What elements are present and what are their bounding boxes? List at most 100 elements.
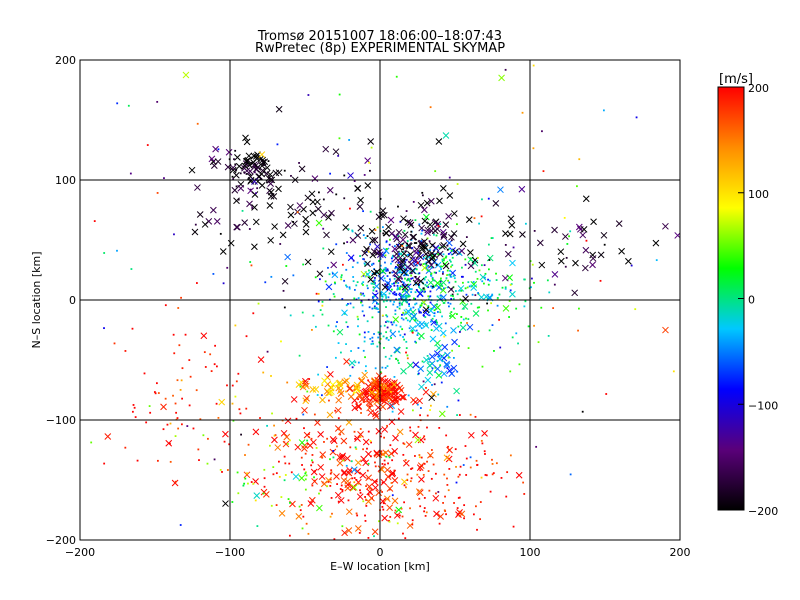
scatter-dot	[418, 223, 421, 226]
scatter-dot	[391, 494, 394, 497]
scatter-dot	[353, 297, 356, 300]
scatter-dot	[448, 259, 451, 262]
scatter-cross	[416, 397, 423, 405]
scatter-dot	[476, 464, 478, 466]
scatter-cross	[245, 152, 253, 160]
scatter-cross	[391, 497, 399, 505]
scatter-dot	[103, 252, 106, 254]
scatter-dot	[391, 271, 394, 274]
scatter-cross	[354, 468, 361, 475]
scatter-dot	[398, 271, 400, 274]
scatter-dot	[173, 352, 176, 355]
scatter-cross	[327, 370, 334, 378]
scatter-dot	[361, 310, 364, 313]
scatter-dot	[163, 177, 165, 180]
scatter-dot	[310, 464, 313, 467]
scatter-dot	[273, 424, 275, 427]
scatter-dot	[280, 340, 282, 343]
scatter-dot	[331, 272, 334, 275]
scatter-dot	[473, 217, 476, 220]
scatter-dot	[426, 257, 429, 260]
scatter-dot	[124, 350, 127, 352]
scatter-dot	[332, 450, 335, 452]
scatter-dot	[411, 247, 414, 249]
scatter-dot	[383, 277, 386, 280]
scatter-dot	[266, 350, 269, 353]
scatter-dot	[447, 301, 450, 304]
scatter-dot	[532, 64, 535, 67]
scatter-dot	[634, 308, 637, 311]
scatter-cross	[416, 290, 424, 298]
scatter-cross	[417, 277, 425, 285]
scatter-dot	[387, 498, 390, 501]
scatter-cross	[448, 233, 455, 241]
scatter-dot	[145, 421, 148, 424]
scatter-dot	[428, 256, 431, 259]
scatter-dot	[179, 388, 182, 391]
scatter-dot	[357, 318, 360, 321]
scatter-dot	[377, 336, 380, 339]
scatter-dot	[374, 229, 377, 231]
scatter-cross	[308, 496, 316, 504]
scatter-dot	[402, 296, 405, 298]
scatter-dot	[399, 220, 402, 223]
scatter-cross	[472, 310, 480, 317]
scatter-cross	[509, 259, 516, 267]
scatter-cross	[579, 231, 587, 239]
scatter-dot	[242, 484, 245, 487]
scatter-dot	[420, 232, 423, 235]
scatter-dot	[251, 207, 254, 209]
scatter-dot	[377, 308, 379, 311]
scatter-dot	[360, 300, 363, 303]
scatter-dot	[313, 413, 316, 416]
scatter-dot	[369, 243, 371, 246]
scatter-dot	[396, 284, 399, 287]
scatter-dot	[169, 422, 172, 425]
scatter-dot	[427, 305, 430, 307]
scatter-cross	[359, 471, 367, 479]
scatter-dot	[400, 297, 403, 300]
scatter-dot	[180, 296, 182, 299]
scatter-cross	[304, 258, 312, 266]
scatter-dot	[407, 277, 410, 280]
scatter-dot	[414, 291, 417, 294]
scatter-dot	[372, 289, 375, 292]
scatter-dot	[415, 341, 417, 344]
scatter-dot	[326, 437, 329, 440]
scatter-dot	[437, 355, 440, 358]
scatter-dot	[406, 254, 409, 257]
scatter-cross	[235, 162, 243, 170]
scatter-dot	[295, 417, 298, 420]
scatter-dot	[581, 410, 584, 413]
scatter-dot	[447, 279, 449, 282]
scatter-dot	[345, 464, 348, 467]
scatter-dot	[302, 515, 305, 518]
scatter-cross	[345, 527, 353, 534]
scatter-cross	[479, 273, 487, 281]
scatter-cross	[451, 338, 458, 346]
scatter-dot	[509, 283, 512, 286]
scatter-dot	[390, 337, 393, 339]
scatter-dot	[491, 473, 494, 476]
scatter-dot	[400, 507, 403, 510]
scatter-dot	[456, 370, 459, 373]
scatter-dot	[263, 485, 266, 488]
scatter-dot	[429, 295, 432, 298]
scatter-dot	[156, 459, 159, 462]
scatter-cross	[281, 277, 289, 285]
scatter-dot	[423, 510, 426, 513]
scatter-dot	[436, 321, 438, 324]
scatter-dot	[280, 496, 283, 498]
scatter-dot	[431, 367, 434, 370]
scatter-cross	[290, 396, 298, 403]
scatter-dot	[524, 300, 527, 303]
scatter-dot	[369, 169, 371, 172]
scatter-dot	[379, 293, 382, 296]
scatter-cross	[443, 454, 451, 462]
scatter-dot	[362, 284, 364, 286]
scatter-dot	[436, 303, 438, 306]
scatter-dot	[426, 355, 429, 357]
scatter-dot	[451, 293, 454, 296]
scatter-cross	[338, 428, 345, 435]
